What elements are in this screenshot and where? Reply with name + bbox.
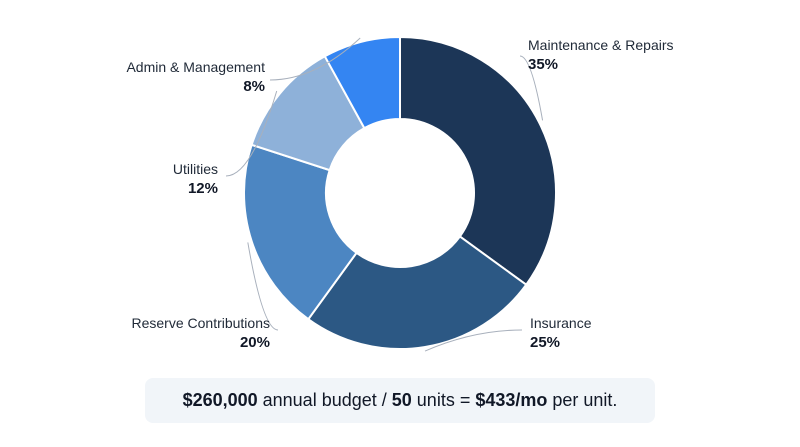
slice-maintenance-repairs (399, 35, 557, 287)
leader-line-maintenance-repairs (519, 55, 544, 121)
slice-label-admin-management: Admin & Management (126, 59, 265, 75)
leader-line-group (225, 37, 544, 352)
slice-label-utilities: Utilities (173, 161, 218, 177)
label-group: Maintenance & Repairs 35% Insurance 25% Rese… (126, 37, 673, 351)
leader-line-utilities (225, 90, 278, 177)
leader-line-insurance (424, 329, 523, 352)
slice-insurance (306, 235, 528, 350)
slice-label-reserve-contributions: Reserve Contributions (131, 315, 270, 331)
budget-summary: $260,000 annual budget / 50 units = $433… (145, 378, 655, 423)
summary-budget-text: annual budget / (257, 390, 392, 410)
leader-line-admin-management (269, 37, 361, 81)
summary-units: 50 (391, 390, 412, 410)
slice-admin-management (323, 35, 401, 130)
summary-per-unit-text: per unit. (547, 390, 618, 410)
slice-value-utilities: 12% (188, 180, 218, 197)
slice-value-reserve-contributions: 20% (240, 334, 270, 351)
slice-label-maintenance-repairs: Maintenance & Repairs (528, 37, 674, 53)
slice-value-maintenance-repairs: 35% (528, 56, 558, 73)
slice-value-insurance: 25% (530, 334, 560, 351)
slice-value-admin-management: 8% (243, 78, 265, 95)
summary-units-text: units = (411, 390, 476, 410)
summary-per-unit: $433/mo (475, 390, 548, 410)
summary-budget: $260,000 (182, 390, 258, 410)
slice-label-insurance: Insurance (530, 315, 592, 331)
leader-line-reserve-contributions (247, 242, 279, 331)
slice-reserve-contributions (243, 143, 358, 321)
slice-group (243, 35, 557, 350)
